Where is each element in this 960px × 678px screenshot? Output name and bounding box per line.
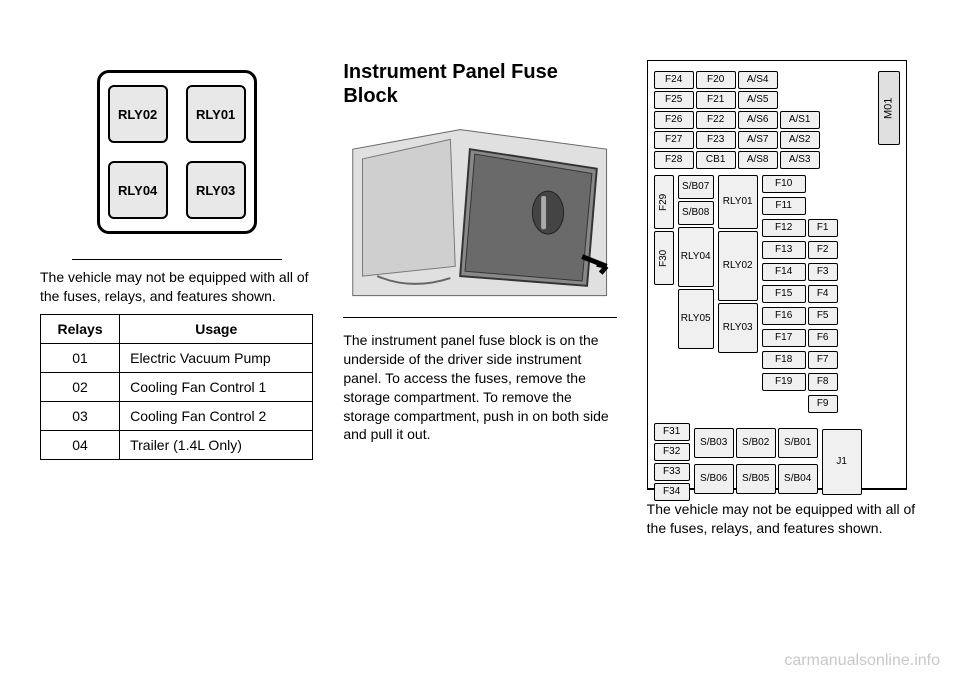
fd-cell: F12 (762, 219, 806, 237)
fd-cell: F32 (654, 443, 690, 461)
fd-cell: RLY03 (718, 303, 758, 353)
th-relays: Relays (41, 314, 120, 343)
fd-cell: F13 (762, 241, 806, 259)
fd-cell: F15 (762, 285, 806, 303)
fd-cell: A/S7 (738, 131, 778, 149)
fd-cell: A/S1 (780, 111, 820, 129)
cell: 04 (41, 430, 120, 459)
fd-cell: F24 (654, 71, 694, 89)
relay-table: Relays Usage 01 Electric Vacuum Pump 02 … (40, 314, 313, 460)
fd-cell: F1 (808, 219, 838, 237)
fd-cell: F17 (762, 329, 806, 347)
fd-cell: S/B01 (778, 428, 818, 458)
fd-cell: S/B07 (678, 175, 714, 199)
fd-cell: A/S5 (738, 91, 778, 109)
fd-cell: F27 (654, 131, 694, 149)
cell: Cooling Fan Control 1 (120, 372, 313, 401)
cell: 02 (41, 372, 120, 401)
fd-j1: J1 (822, 429, 862, 495)
cell: Electric Vacuum Pump (120, 343, 313, 372)
relay-box-01: RLY01 (186, 85, 246, 143)
col-3: F24 F20 A/S4 F25 F21 A/S5 F26 F22 A/ (647, 60, 920, 546)
fd-cell: S/B08 (678, 201, 714, 225)
fd-cell: A/S3 (780, 151, 820, 169)
col-2: Instrument Panel Fuse Block The instrume… (343, 60, 616, 546)
fd-cell: S/B06 (694, 464, 734, 494)
relay-inner: RLY02 RLY01 RLY04 RLY03 (97, 70, 257, 234)
fuse-diagram: F24 F20 A/S4 F25 F21 A/S5 F26 F22 A/ (647, 60, 907, 490)
fd-cell: F11 (762, 197, 806, 215)
table-row: 03 Cooling Fan Control 2 (41, 401, 313, 430)
fd-cell: F7 (808, 351, 838, 369)
fd-cell: F28 (654, 151, 694, 169)
fd-cell: S/B03 (694, 428, 734, 458)
fd-cell: F30 (654, 231, 674, 285)
fd-cell: F22 (696, 111, 736, 129)
fd-cell: F6 (808, 329, 838, 347)
cell: 03 (41, 401, 120, 430)
fd-cell: F23 (696, 131, 736, 149)
fd-cell: F5 (808, 307, 838, 325)
relay-box-03: RLY03 (186, 161, 246, 219)
fd-cell: RLY04 (678, 227, 714, 287)
fd-cell: RLY02 (718, 231, 758, 301)
table-row: Relays Usage (41, 314, 313, 343)
fd-cell: F25 (654, 91, 694, 109)
fd-cell: S/B02 (736, 428, 776, 458)
col-1: RLY02 RLY01 RLY04 RLY03 The vehicle may … (40, 60, 313, 546)
fd-cell: A/S8 (738, 151, 778, 169)
fd-m01: M01 (878, 71, 900, 145)
fd-cell: F16 (762, 307, 806, 325)
fd-cell: S/B05 (736, 464, 776, 494)
fd-cell: F20 (696, 71, 736, 89)
fd-cell: F4 (808, 285, 838, 303)
relay-caption: The vehicle may not be equipped with all… (40, 268, 313, 306)
fd-cell: F31 (654, 423, 690, 441)
relay-diagram: RLY02 RLY01 RLY04 RLY03 (72, 60, 282, 260)
table-row: 01 Electric Vacuum Pump (41, 343, 313, 372)
relay-box-04: RLY04 (108, 161, 168, 219)
cell: 01 (41, 343, 120, 372)
fd-cell: A/S6 (738, 111, 778, 129)
relay-box-02: RLY02 (108, 85, 168, 143)
fd-cell: F21 (696, 91, 736, 109)
table-row: 02 Cooling Fan Control 1 (41, 372, 313, 401)
fuse-caption: The vehicle may not be equipped with all… (647, 500, 920, 538)
fd-cell: F19 (762, 373, 806, 391)
fd-cell: RLY05 (678, 289, 714, 349)
cell: Cooling Fan Control 2 (120, 401, 313, 430)
glovebox-image (343, 118, 616, 318)
fd-cell: F18 (762, 351, 806, 369)
fd-cell: F33 (654, 463, 690, 481)
fd-cell: F2 (808, 241, 838, 259)
fd-cell: A/S2 (780, 131, 820, 149)
fd-cell: RLY01 (718, 175, 758, 229)
fd-cell: F26 (654, 111, 694, 129)
glovebox-caption: The instrument panel fuse block is on th… (343, 331, 616, 444)
fd-cell: F34 (654, 483, 690, 501)
page: RLY02 RLY01 RLY04 RLY03 The vehicle may … (0, 0, 960, 678)
fd-cell: F14 (762, 263, 806, 281)
fd-cell: F8 (808, 373, 838, 391)
watermark: carmanualsonline.info (784, 652, 940, 670)
fd-cell: CB1 (696, 151, 736, 169)
fd-cell: F9 (808, 395, 838, 413)
fd-cell: A/S4 (738, 71, 778, 89)
table-row: 04 Trailer (1.4L Only) (41, 430, 313, 459)
th-usage: Usage (120, 314, 313, 343)
fd-cell: F10 (762, 175, 806, 193)
fd-cell: F29 (654, 175, 674, 229)
fd-cell: F3 (808, 263, 838, 281)
columns: RLY02 RLY01 RLY04 RLY03 The vehicle may … (40, 60, 920, 546)
cell: Trailer (1.4L Only) (120, 430, 313, 459)
fd-cell: S/B04 (778, 464, 818, 494)
section-title: Instrument Panel Fuse Block (343, 60, 616, 108)
